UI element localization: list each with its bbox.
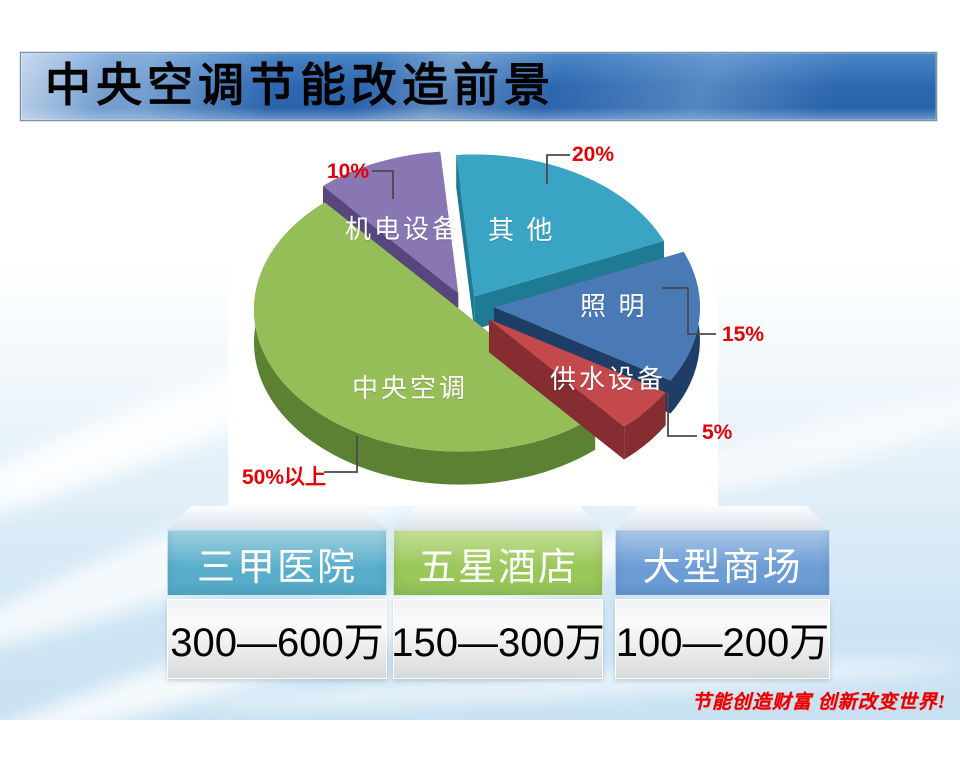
page-title: 中央空调节能改造前景 — [45, 60, 555, 111]
table-header-cell: 五星酒店 — [393, 530, 603, 596]
table-header-cell: 大型商场 — [615, 530, 830, 596]
table-column-mall: 大型商场 100—200万 — [615, 506, 830, 679]
table-value-cell: 100—200万 — [615, 599, 830, 679]
slogan-text: 节能创造财富 创新改变世界! — [691, 692, 946, 713]
table-value-cell: 300—600万 — [167, 599, 387, 679]
table-roof-decoration — [167, 506, 387, 530]
benchmark-table: 三甲医院 300—600万 五星酒店 150—300万 大型商场 100—200… — [167, 506, 830, 679]
pie-percent-label: 15% — [722, 323, 765, 346]
table-header-cell: 三甲医院 — [167, 530, 387, 596]
chart-panel — [228, 126, 718, 506]
title-banner: 中央空调节能改造前景 — [20, 52, 937, 121]
table-column-hospital: 三甲医院 300—600万 — [167, 506, 387, 679]
table-roof-decoration — [615, 506, 830, 530]
table-column-hotel: 五星酒店 150—300万 — [391, 506, 605, 679]
table-roof-decoration — [393, 506, 603, 530]
table-value-cell: 150—300万 — [391, 599, 605, 679]
